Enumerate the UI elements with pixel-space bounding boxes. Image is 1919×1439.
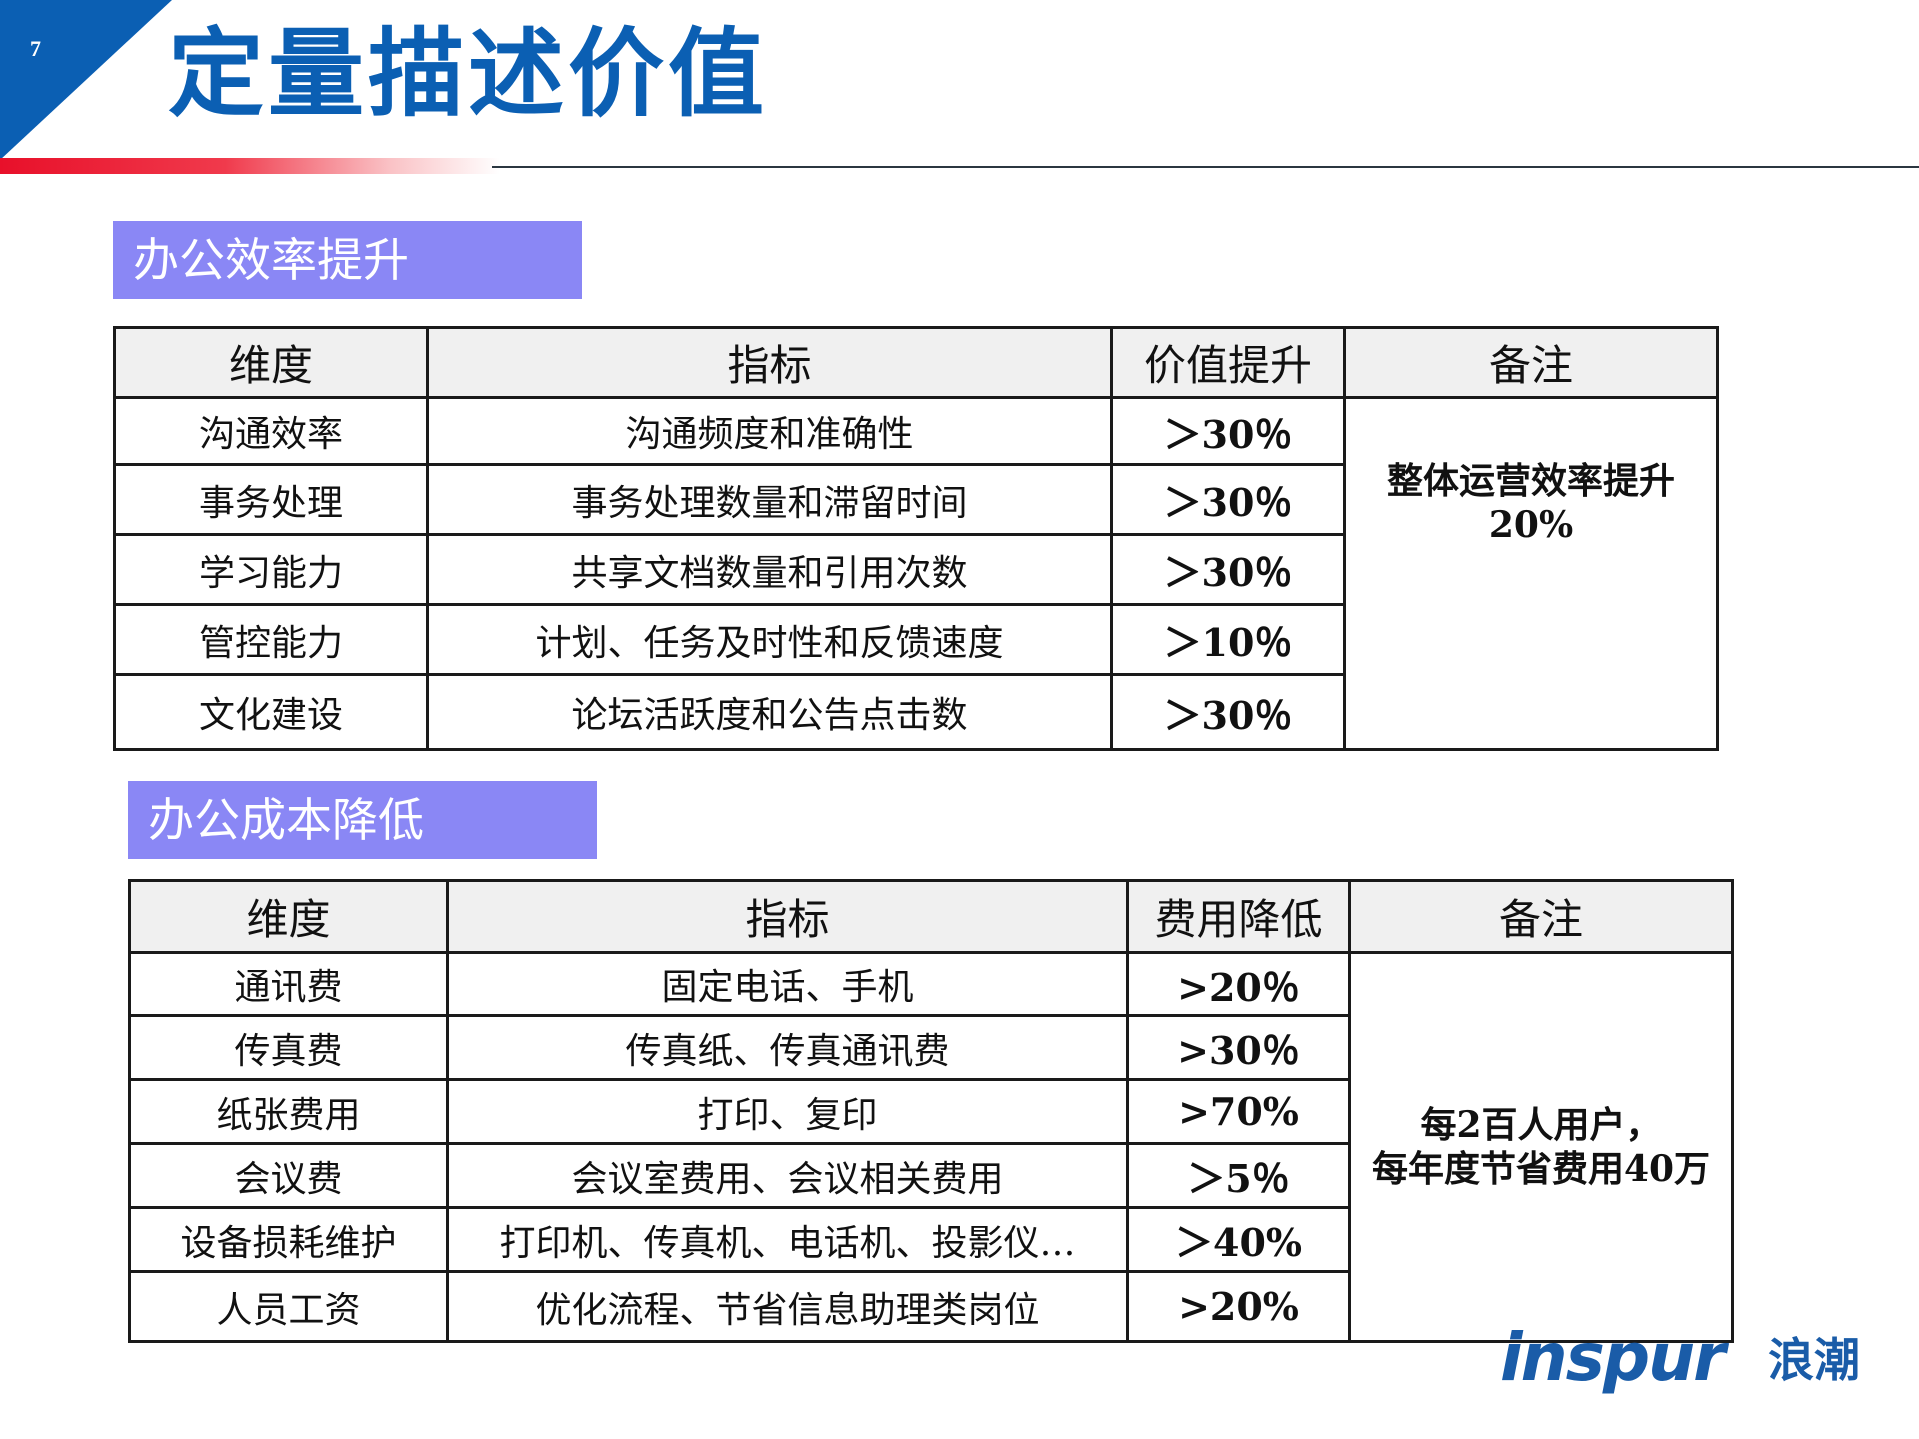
table-row: 设备损耗维护 打印机、传真机、电话机、投影仪… ＞40%	[128, 1206, 1733, 1273]
efficiency-table: 维度 指标 价值提升 备注 沟通效率 沟通频度和准确性 ＞30％ 整体运营效率提…	[113, 326, 1719, 751]
header-remark: 备注	[1348, 879, 1734, 954]
table-row: 纸张费用 打印、复印 >70%	[128, 1078, 1733, 1145]
table-row: 学习能力 共享文档数量和引用次数 ＞30％	[113, 533, 1718, 606]
cell-value: ＞30％	[1110, 463, 1346, 536]
header-cost-reduction: 费用降低	[1126, 879, 1351, 954]
table-header-row: 维度 指标 价值提升 备注	[113, 326, 1719, 399]
cell-dimension: 人员工资	[128, 1270, 449, 1343]
header-remark: 备注	[1343, 326, 1719, 399]
cell-value: >30％	[1126, 1014, 1351, 1081]
remark-line-2: 每年度节省费用40万	[1371, 1148, 1711, 1190]
corner-decoration	[0, 0, 172, 160]
cell-value: ＞5％	[1126, 1142, 1351, 1209]
cell-dimension: 事务处理	[113, 463, 429, 536]
cell-value: >20％	[1126, 951, 1351, 1017]
cell-value: ＞30％	[1110, 533, 1346, 606]
cell-dimension: 沟通效率	[113, 396, 429, 466]
title-underline-dark	[492, 166, 1919, 168]
svg-text:浪潮: 浪潮	[1768, 1333, 1860, 1387]
cell-metric: 会议室费用、会议相关费用	[446, 1142, 1129, 1209]
svg-text:inspur: inspur	[1500, 1319, 1729, 1396]
cell-value: ＞30％	[1110, 673, 1346, 751]
cell-dimension: 学习能力	[113, 533, 429, 606]
cost-table: 维度 指标 费用降低 备注 通讯费 固定电话、手机 >20％ 每2百人用户， 每…	[128, 879, 1734, 1343]
cell-metric: 沟通频度和准确性	[426, 396, 1113, 466]
cell-remark: 整体运营效率提升 20%	[1343, 396, 1719, 751]
cell-value: ＞30％	[1110, 396, 1346, 466]
cell-value: ＞10％	[1110, 603, 1346, 676]
header-value-increase: 价值提升	[1110, 326, 1346, 399]
table-row: 传真费 传真纸、传真通讯费 >30％	[128, 1014, 1733, 1081]
remark-line-2: 20%	[1488, 504, 1574, 546]
cell-value: ＞40%	[1126, 1206, 1351, 1273]
inspur-logo-icon: inspur 浪潮	[1500, 1319, 1860, 1396]
cell-metric: 事务处理数量和滞留时间	[426, 463, 1113, 536]
remark-line-1: 每2百人用户，	[1420, 1104, 1662, 1146]
cell-dimension: 通讯费	[128, 951, 449, 1017]
header-metric: 指标	[446, 879, 1129, 954]
header-metric: 指标	[426, 326, 1113, 399]
header-dimension: 维度	[113, 326, 429, 399]
cell-dimension: 传真费	[128, 1014, 449, 1081]
section-label-efficiency: 办公效率提升	[113, 221, 582, 299]
title-underline-red	[0, 158, 500, 174]
cell-remark: 每2百人用户， 每年度节省费用40万	[1348, 951, 1734, 1343]
table-row: 人员工资 优化流程、节省信息助理类岗位 >20%	[128, 1270, 1733, 1343]
section-label-cost: 办公成本降低	[128, 781, 597, 859]
table-row: 管控能力 计划、任务及时性和反馈速度 ＞10％	[113, 603, 1718, 676]
cell-metric: 打印、复印	[446, 1078, 1129, 1145]
table-header-row: 维度 指标 费用降低 备注	[128, 879, 1734, 954]
table-row: 通讯费 固定电话、手机 >20％ 每2百人用户， 每年度节省费用40万	[128, 951, 1734, 1343]
table-row: 会议费 会议室费用、会议相关费用 ＞5％	[128, 1142, 1733, 1209]
cell-metric: 打印机、传真机、电话机、投影仪…	[446, 1206, 1129, 1273]
cell-value: >20%	[1126, 1270, 1351, 1343]
cell-metric: 计划、任务及时性和反馈速度	[426, 603, 1113, 676]
cell-metric: 固定电话、手机	[446, 951, 1129, 1017]
page-number: 7	[30, 36, 41, 61]
table-row: 文化建设 论坛活跃度和公告点击数 ＞30％	[113, 673, 1718, 751]
cell-metric: 传真纸、传真通讯费	[446, 1014, 1129, 1081]
header-dimension: 维度	[128, 879, 449, 954]
cell-metric: 优化流程、节省信息助理类岗位	[446, 1270, 1129, 1343]
cell-metric: 论坛活跃度和公告点击数	[426, 673, 1113, 751]
cell-dimension: 设备损耗维护	[128, 1206, 449, 1273]
page-title: 定量描述价值	[168, 18, 768, 130]
table-row: 沟通效率 沟通频度和准确性 ＞30％ 整体运营效率提升 20%	[113, 396, 1719, 751]
cell-dimension: 纸张费用	[128, 1078, 449, 1145]
table-row: 事务处理 事务处理数量和滞留时间 ＞30％	[113, 463, 1718, 536]
cell-dimension: 管控能力	[113, 603, 429, 676]
cell-dimension: 文化建设	[113, 673, 429, 751]
cell-value: >70%	[1126, 1078, 1351, 1145]
cell-metric: 共享文档数量和引用次数	[426, 533, 1113, 606]
cell-dimension: 会议费	[128, 1142, 449, 1209]
remark-line-1: 整体运营效率提升	[1386, 460, 1675, 502]
